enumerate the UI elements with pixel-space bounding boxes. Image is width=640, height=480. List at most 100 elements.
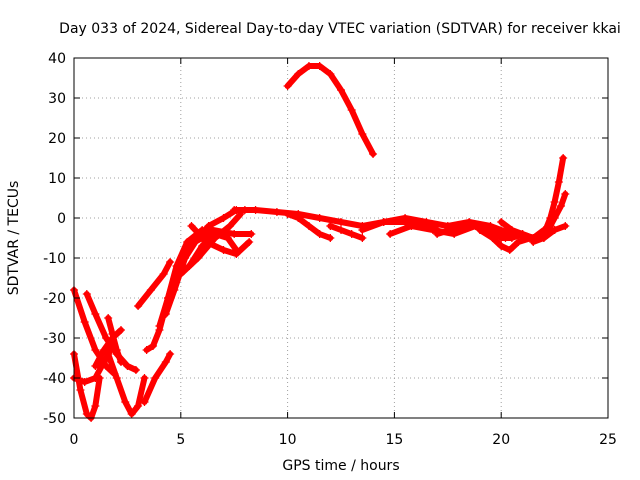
y-tick-label: 40 (48, 51, 66, 67)
y-tick-label: 10 (48, 171, 66, 187)
data-point (561, 190, 570, 198)
data-point (315, 214, 324, 222)
series-line (284, 63, 377, 157)
series-line (71, 351, 103, 421)
data-point (116, 358, 125, 366)
data-point (304, 62, 313, 70)
series-arc-26 (539, 154, 568, 238)
data-point (518, 230, 527, 238)
data-point (91, 402, 100, 410)
data-point (219, 214, 228, 222)
data-point (161, 310, 170, 318)
data-point (529, 238, 538, 246)
data-point (283, 82, 292, 90)
series-arc-19 (326, 222, 367, 242)
data-point (104, 314, 113, 322)
data-point (123, 362, 132, 370)
y-tick-label: -10 (43, 251, 66, 267)
data-point (539, 234, 548, 242)
data-point (369, 150, 378, 158)
data-point (219, 246, 228, 254)
data-point (134, 302, 143, 310)
data-point (486, 226, 495, 234)
grid (74, 58, 608, 418)
series-line (530, 223, 569, 245)
series-arc-28 (529, 222, 570, 246)
data-point (386, 230, 395, 238)
data-point (505, 246, 514, 254)
data-point (347, 230, 356, 238)
data-point (204, 222, 213, 230)
data-point (326, 70, 335, 78)
x-tick-label: 10 (279, 432, 297, 448)
data-point (379, 218, 388, 226)
data-point (407, 222, 416, 230)
data-point (189, 238, 198, 246)
series-line (135, 259, 174, 309)
x-axis-label: GPS time / hours (282, 458, 399, 474)
data-point (475, 226, 484, 234)
data-point (166, 258, 175, 266)
data-point (232, 250, 241, 258)
data-point (433, 230, 442, 238)
data-point (497, 242, 506, 250)
data-point (210, 230, 219, 238)
data-point (337, 226, 345, 234)
data-point (187, 222, 196, 230)
y-tick-label: -40 (43, 371, 66, 387)
y-tick-label: 30 (48, 91, 66, 107)
data-point (225, 222, 234, 230)
data-point (507, 234, 516, 242)
data-point (550, 198, 559, 206)
data-point (149, 342, 158, 350)
data-point (557, 202, 566, 210)
data-point (140, 374, 149, 382)
y-tick-label: 0 (57, 211, 66, 227)
data-point (223, 234, 232, 242)
data-point (91, 310, 100, 318)
series-arc-9 (134, 258, 175, 310)
data-point (80, 318, 89, 326)
series-arc-1 (70, 350, 104, 422)
data-point (140, 398, 149, 406)
x-tick-label: 25 (599, 432, 617, 448)
data-point (202, 238, 211, 246)
data-point (104, 350, 113, 358)
series-line (547, 191, 569, 229)
series-arc-5 (104, 350, 149, 418)
data-point (347, 106, 356, 114)
data-point (76, 386, 85, 394)
data-point (245, 238, 254, 246)
data-point (272, 208, 281, 216)
data-point (112, 374, 121, 382)
data-point (131, 366, 140, 374)
data-point (99, 346, 108, 354)
data-point (230, 230, 239, 238)
data-point (247, 230, 256, 238)
data-point (283, 210, 292, 218)
data-point (230, 206, 239, 214)
data-point (315, 62, 324, 70)
data-point (176, 262, 185, 270)
x-tick-label: 0 (70, 432, 79, 448)
data-point (166, 350, 175, 358)
series-line (105, 351, 148, 417)
data-point (155, 322, 164, 330)
series-line (105, 315, 124, 365)
series-arc-6 (104, 314, 125, 366)
data-point (514, 238, 523, 246)
data-point (445, 226, 454, 234)
data-point (458, 222, 467, 230)
series-arc-16 (187, 222, 254, 258)
series-arc-27 (546, 190, 570, 230)
series-arc-18 (283, 210, 335, 242)
data-point (127, 410, 136, 418)
data-point (142, 346, 151, 354)
data-traces (70, 62, 570, 422)
data-point (151, 374, 160, 382)
data-point (337, 86, 345, 94)
series-line (327, 223, 366, 241)
y-axis-label: SDTVAR / TECUs (6, 181, 22, 296)
data-point (91, 346, 100, 354)
data-point (91, 362, 100, 370)
